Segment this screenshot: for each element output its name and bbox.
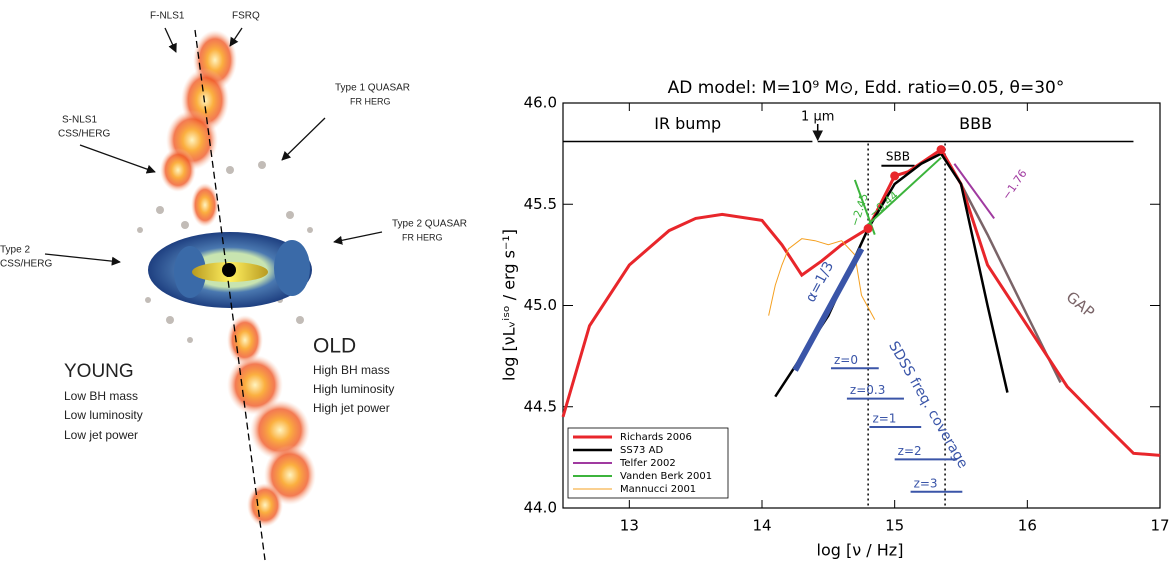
sdss-z-label: z=0 — [834, 353, 858, 367]
illustration-label: Low jet power — [64, 428, 138, 442]
lower-jet — [227, 315, 316, 527]
band-label: IR bump — [654, 114, 721, 133]
illustration-label: Low luminosity — [64, 408, 143, 422]
illustration-label: YOUNG — [64, 361, 134, 382]
illustration-label: FR HERG — [402, 232, 443, 242]
y-tick-label: 46.0 — [524, 94, 557, 112]
illustration-label: FSRQ — [232, 11, 260, 22]
sdss-z-label: z=1 — [872, 412, 896, 426]
x-tick-label: 17 — [1150, 517, 1169, 535]
x-axis-label: log [ν / Hz] — [817, 541, 904, 560]
illustration-label: Type 2 — [0, 245, 30, 256]
point — [864, 224, 873, 233]
torus-lobe — [274, 240, 310, 296]
band-label: BBB — [959, 114, 992, 133]
slope-value-label: −0.44 — [867, 189, 901, 221]
y-tick-label: 44.0 — [524, 499, 557, 517]
illustration-label: FR HERG — [350, 96, 391, 106]
illustration-label: F-NLS1 — [150, 11, 185, 22]
legend-label: Vanden Berk 2001 — [620, 471, 712, 482]
illustration-label: CSS/HERG — [58, 129, 110, 140]
chart-title: AD model: M=10⁹ M⊙, Edd. ratio=0.05, θ=3… — [668, 78, 1065, 98]
x-tick-label: 14 — [752, 517, 771, 535]
legend-label: Mannucci 2001 — [620, 484, 696, 495]
point — [890, 171, 899, 180]
figure: F-NLS1 FSRQ Type 1 QUASAR FR HERG S-NLS1 CSS/… — [0, 0, 1174, 563]
illustration-label: High BH mass — [313, 363, 390, 377]
upper-jet — [160, 30, 237, 227]
legend-label: Richards 2006 — [620, 432, 692, 443]
illustration-label: Type 1 QUASAR — [335, 83, 410, 94]
illustration-label: Type 2 QUASAR — [392, 219, 467, 230]
sdss-z-label: z=2 — [898, 444, 922, 458]
illustration-label: S-NLS1 — [62, 115, 97, 126]
legend-label: Telfer 2002 — [619, 458, 676, 469]
illustration-label: CSS/HERG — [0, 259, 52, 270]
marker-label: 1 μm — [801, 110, 834, 125]
y-axis-label: log [νLᵥⁱˢᵒ / erg s⁻¹] — [500, 229, 519, 381]
slope-value-label: −1.76 — [1000, 167, 1030, 202]
sdss-z-label: z=3 — [914, 476, 938, 490]
illustration-label: High luminosity — [313, 382, 394, 396]
y-tick-label: 44.5 — [524, 397, 557, 415]
y-tick-label: 45.0 — [524, 296, 557, 314]
x-tick-label: 16 — [1018, 517, 1037, 535]
gap-label: GAP — [1063, 288, 1098, 322]
band-label: SBB — [886, 149, 910, 163]
x-tick-label: 15 — [885, 517, 904, 535]
sdss-z-label: z=0.3 — [850, 383, 885, 397]
point — [937, 145, 946, 154]
illustration-label: OLD — [313, 335, 356, 358]
x-tick-label: 13 — [620, 517, 639, 535]
chart: AD model: M=10⁹ M⊙, Edd. ratio=0.05, θ=3… — [500, 78, 1170, 560]
illustration: F-NLS1 FSRQ Type 1 QUASAR FR HERG S-NLS1 CSS/… — [0, 11, 467, 560]
illustration-label: High jet power — [313, 401, 390, 415]
legend-label: SS73 AD — [620, 445, 663, 456]
black-hole — [222, 263, 236, 277]
legend: Richards 2006 SS73 AD Telfer 2002 Vanden Be… — [568, 428, 728, 498]
illustration-label: Low BH mass — [64, 389, 138, 403]
y-tick-label: 45.5 — [524, 195, 557, 213]
